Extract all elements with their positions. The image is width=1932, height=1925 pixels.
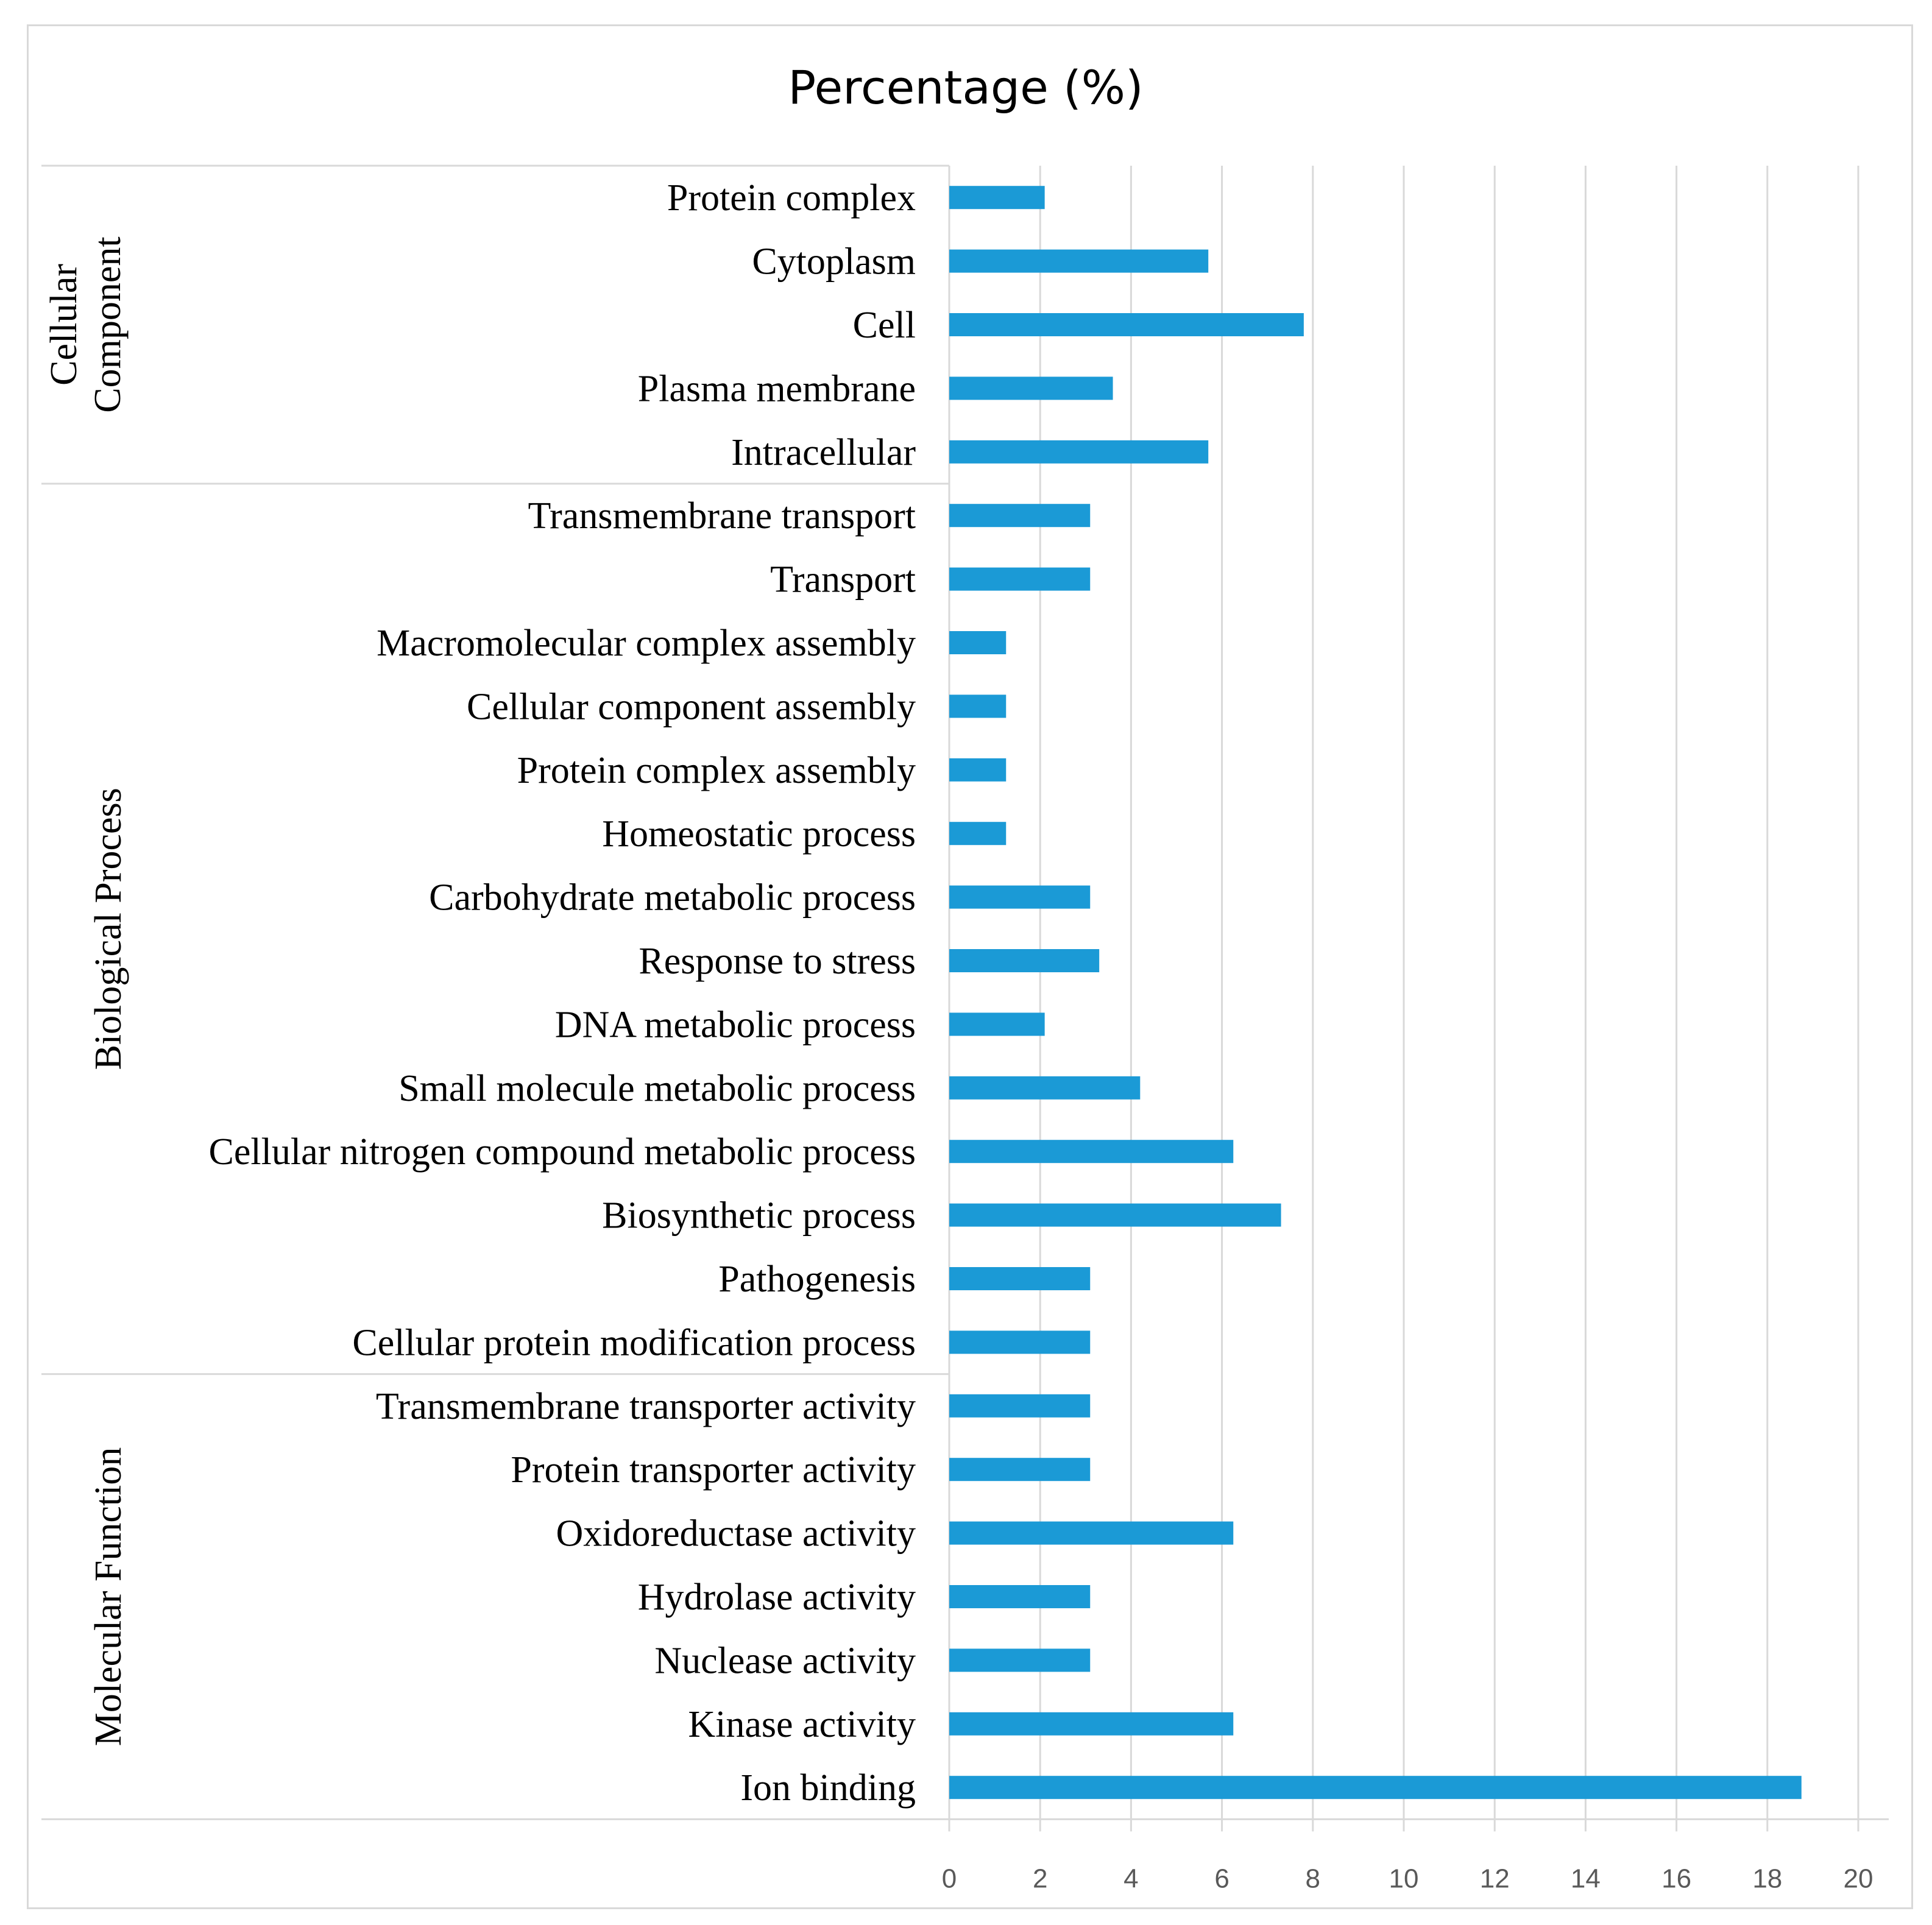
bar bbox=[949, 822, 1007, 846]
category-label: Homeostatic process bbox=[602, 813, 916, 855]
category-label: Small molecule metabolic process bbox=[398, 1068, 916, 1109]
category-label: Nuclease activity bbox=[654, 1640, 916, 1681]
category-label: Hydrolase activity bbox=[638, 1577, 916, 1618]
bar bbox=[949, 1076, 1141, 1100]
bar bbox=[949, 313, 1304, 336]
group-label: Cellular bbox=[43, 264, 85, 386]
category-label: Transmembrane transport bbox=[528, 495, 916, 537]
group-separators bbox=[41, 164, 1889, 1820]
bar bbox=[949, 758, 1007, 782]
x-tick-label: 16 bbox=[1661, 1863, 1691, 1893]
category-label: Cellular component assembly bbox=[467, 686, 916, 727]
bar bbox=[949, 949, 1100, 972]
bar bbox=[949, 1648, 1091, 1672]
group-labels: Cellular Component Biological Process Molec… bbox=[43, 236, 129, 1746]
x-tick-label: 20 bbox=[1844, 1863, 1874, 1893]
category-label: Protein transporter activity bbox=[511, 1449, 916, 1491]
category-label: Macromolecular complex assembly bbox=[377, 623, 916, 664]
category-label: Plasma membrane bbox=[638, 368, 916, 409]
gridlines bbox=[948, 166, 1859, 1832]
bar bbox=[949, 694, 1007, 718]
bar bbox=[949, 1776, 1802, 1800]
bar bbox=[949, 440, 1209, 464]
category-label: Cytoplasm bbox=[752, 241, 916, 283]
bar bbox=[949, 1267, 1091, 1290]
category-label: Transport bbox=[770, 559, 916, 601]
category-label: Cellular nitrogen compound metabolic pro… bbox=[209, 1131, 916, 1173]
x-tick-label: 0 bbox=[942, 1863, 957, 1893]
bar bbox=[949, 1712, 1234, 1736]
category-label: Protein complex bbox=[667, 177, 916, 219]
bar bbox=[949, 376, 1113, 400]
bar bbox=[949, 186, 1045, 210]
group-label: Biological Process bbox=[88, 788, 129, 1070]
x-tick-label: 12 bbox=[1480, 1863, 1510, 1893]
chart-title: Percentage (%) bbox=[788, 60, 1143, 115]
category-label: Ion binding bbox=[740, 1767, 916, 1809]
group-label: Component bbox=[87, 236, 129, 412]
category-labels: Protein complex Cytoplasm Cell Plasma membr… bbox=[209, 177, 916, 1809]
category-label: Protein complex assembly bbox=[517, 750, 916, 791]
bar bbox=[949, 1012, 1045, 1036]
x-tick-label: 6 bbox=[1214, 1863, 1229, 1893]
bar bbox=[949, 1585, 1091, 1608]
category-label: Carbohydrate metabolic process bbox=[429, 877, 916, 919]
category-label: Kinase activity bbox=[688, 1704, 916, 1745]
category-label: Intracellular bbox=[731, 432, 916, 473]
x-tick-label: 2 bbox=[1033, 1863, 1047, 1893]
x-tick-label: 18 bbox=[1752, 1863, 1782, 1893]
x-tick-label: 8 bbox=[1306, 1863, 1320, 1893]
bar bbox=[949, 1203, 1281, 1227]
category-label: Oxidoreductase activity bbox=[556, 1513, 916, 1555]
category-label: DNA metabolic process bbox=[555, 1004, 916, 1045]
bar bbox=[949, 1330, 1091, 1354]
category-label: Pathogenesis bbox=[718, 1259, 916, 1300]
bar bbox=[949, 1458, 1091, 1482]
bar bbox=[949, 1394, 1091, 1418]
bar bbox=[949, 631, 1007, 654]
category-label: Biosynthetic process bbox=[602, 1195, 916, 1237]
category-label: Response to stress bbox=[639, 941, 916, 982]
x-tick-label: 14 bbox=[1571, 1863, 1601, 1893]
category-label: Cell bbox=[853, 305, 916, 346]
bars bbox=[949, 186, 1802, 1800]
x-tick-label: 4 bbox=[1123, 1863, 1138, 1893]
x-axis-ticks: 0 2 4 6 8 10 12 14 16 18 20 bbox=[942, 1863, 1874, 1893]
bar bbox=[949, 249, 1209, 273]
category-label: Transmembrane transporter activity bbox=[376, 1386, 916, 1427]
bar bbox=[949, 567, 1091, 591]
bar bbox=[949, 504, 1091, 528]
group-label: Molecular Function bbox=[88, 1447, 129, 1747]
x-tick-label: 10 bbox=[1389, 1863, 1419, 1893]
bar bbox=[949, 1140, 1234, 1164]
bar bbox=[949, 885, 1091, 909]
bar bbox=[949, 1521, 1234, 1545]
category-label: Cellular protein modification process bbox=[352, 1322, 916, 1363]
